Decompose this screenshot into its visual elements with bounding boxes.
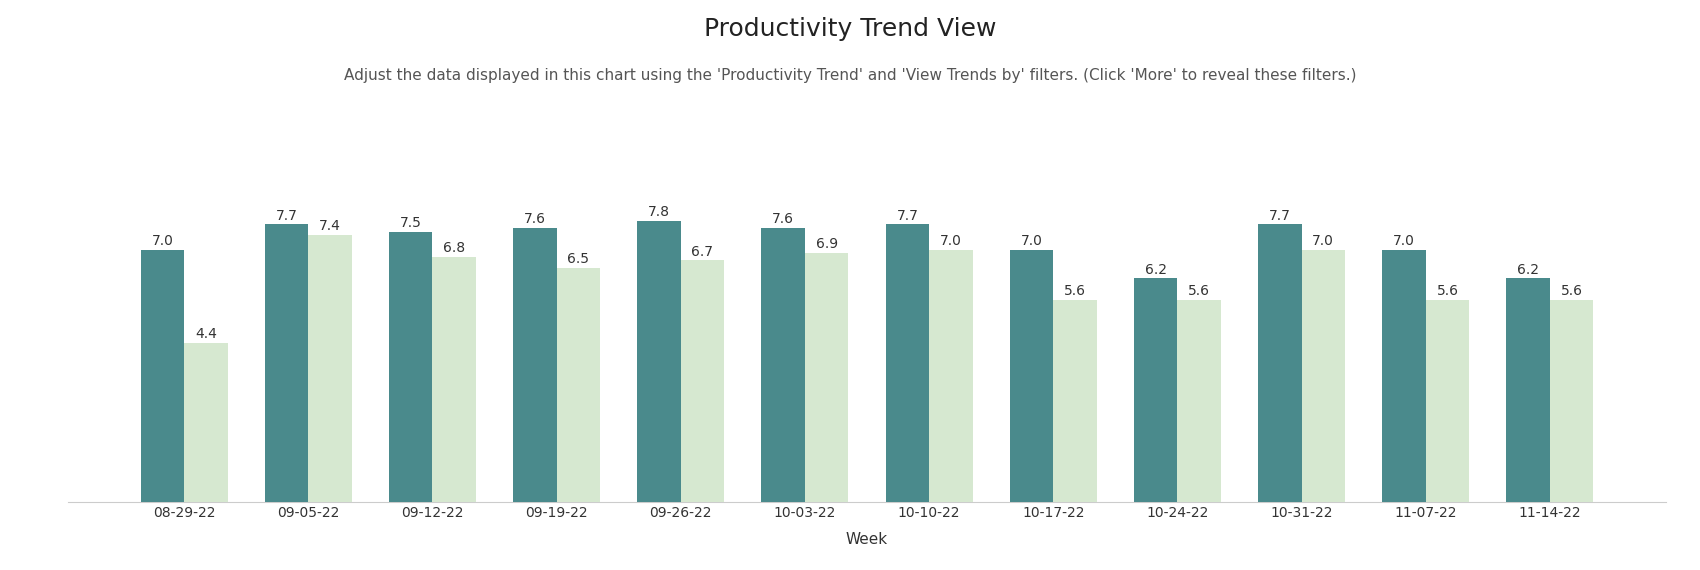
Bar <box>1054 300 1096 502</box>
Text: 7.7: 7.7 <box>275 209 298 223</box>
Bar <box>680 260 724 502</box>
Text: 7.0: 7.0 <box>151 234 173 248</box>
Text: 5.6: 5.6 <box>1188 284 1210 298</box>
Text: 7.0: 7.0 <box>1392 234 1414 248</box>
Text: 6.9: 6.9 <box>816 237 838 251</box>
Bar <box>1134 278 1178 502</box>
Text: 7.4: 7.4 <box>320 219 342 233</box>
Text: 4.4: 4.4 <box>196 327 218 341</box>
Bar <box>141 250 184 502</box>
Bar <box>308 235 352 502</box>
Text: 7.5: 7.5 <box>400 216 422 230</box>
Text: 7.7: 7.7 <box>896 209 918 223</box>
Bar <box>556 267 600 502</box>
Text: 7.8: 7.8 <box>648 205 670 219</box>
Text: 7.0: 7.0 <box>1020 234 1042 248</box>
Bar <box>930 250 972 502</box>
Bar <box>1010 250 1054 502</box>
Bar <box>1258 225 1302 502</box>
Text: 7.7: 7.7 <box>1268 209 1290 223</box>
Text: 7.0: 7.0 <box>940 234 962 248</box>
Text: 6.2: 6.2 <box>1144 263 1166 276</box>
Bar <box>432 257 476 502</box>
Text: Adjust the data displayed in this chart using the 'Productivity Trend' and 'View: Adjust the data displayed in this chart … <box>343 68 1357 83</box>
Bar <box>886 225 930 502</box>
Text: 5.6: 5.6 <box>1436 284 1459 298</box>
Text: 5.6: 5.6 <box>1064 284 1086 298</box>
Text: 7.0: 7.0 <box>1312 234 1334 248</box>
Text: 7.6: 7.6 <box>772 212 794 226</box>
Bar <box>389 231 432 502</box>
Bar <box>1506 278 1550 502</box>
Text: 5.6: 5.6 <box>1561 284 1583 298</box>
Bar <box>804 253 848 502</box>
Bar <box>184 343 228 502</box>
Text: 7.6: 7.6 <box>524 212 546 226</box>
Bar <box>1426 300 1469 502</box>
Text: Productivity Trend View: Productivity Trend View <box>704 17 996 41</box>
Bar <box>265 225 308 502</box>
Text: 6.2: 6.2 <box>1516 263 1538 276</box>
X-axis label: Week: Week <box>847 532 887 547</box>
Text: 6.5: 6.5 <box>568 252 590 266</box>
Bar <box>1302 250 1345 502</box>
Text: 6.7: 6.7 <box>692 245 714 259</box>
Text: 6.8: 6.8 <box>444 241 466 255</box>
Bar <box>638 221 680 502</box>
Bar <box>1382 250 1426 502</box>
Bar <box>513 228 556 502</box>
Bar <box>762 228 804 502</box>
Bar <box>1178 300 1221 502</box>
Bar <box>1550 300 1593 502</box>
